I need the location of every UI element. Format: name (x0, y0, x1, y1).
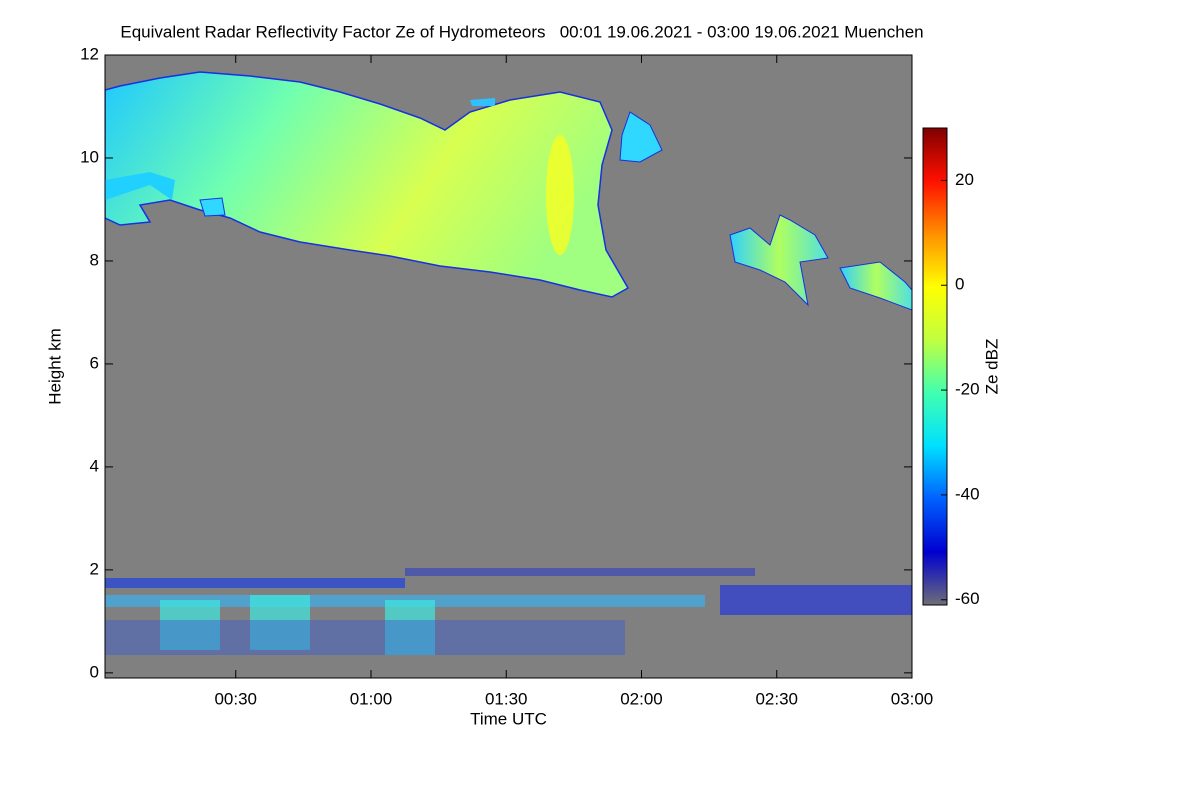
cloud (470, 98, 495, 106)
cloud (619, 111, 663, 163)
colorbar (922, 127, 948, 606)
y-tick-label: 8 (90, 250, 99, 269)
colorbar-tick-label: -20 (955, 380, 980, 399)
y-tick-label: 10 (80, 147, 99, 166)
x-tick-label: 00:30 (214, 689, 257, 708)
cloud (839, 261, 912, 311)
chart-title: Equivalent Radar Reflectivity Factor Ze … (120, 22, 923, 41)
x-tick-label: 02:30 (755, 689, 798, 708)
cloud (105, 172, 175, 200)
plot-frame (104, 54, 913, 679)
y-tick-label: 4 (90, 456, 99, 475)
colorbar-label: Ze dBZ (982, 339, 1001, 395)
x-tick-label: 02:00 (620, 689, 663, 708)
cloud (729, 214, 829, 307)
clutter (160, 600, 220, 650)
y-tick-label: 6 (90, 353, 99, 372)
clutter (250, 595, 310, 650)
clutter (105, 620, 625, 655)
x-tick-label: 01:30 (485, 689, 528, 708)
clutter (405, 568, 755, 576)
cloud (199, 197, 226, 217)
cloud-core (546, 135, 574, 255)
y-tick-label: 0 (90, 662, 99, 681)
colorbar-tick-label: 20 (955, 170, 974, 189)
x-tick-label: 01:00 (350, 689, 393, 708)
clutter (105, 578, 405, 588)
x-axis-label: Time UTC (470, 709, 547, 728)
x-tick-label: 03:00 (891, 689, 934, 708)
radar-echoes (105, 71, 912, 655)
clutter (385, 600, 435, 655)
y-axis-label: Height km (45, 328, 64, 405)
colorbar-tick-label: -60 (955, 589, 980, 608)
y-tick-label: 12 (80, 44, 99, 63)
colorbar-tick-label: -40 (955, 484, 980, 503)
y-tick-label: 2 (90, 559, 99, 578)
clutter (720, 585, 912, 615)
colorbar-tick-label: 0 (955, 275, 964, 294)
cloud (105, 71, 630, 298)
